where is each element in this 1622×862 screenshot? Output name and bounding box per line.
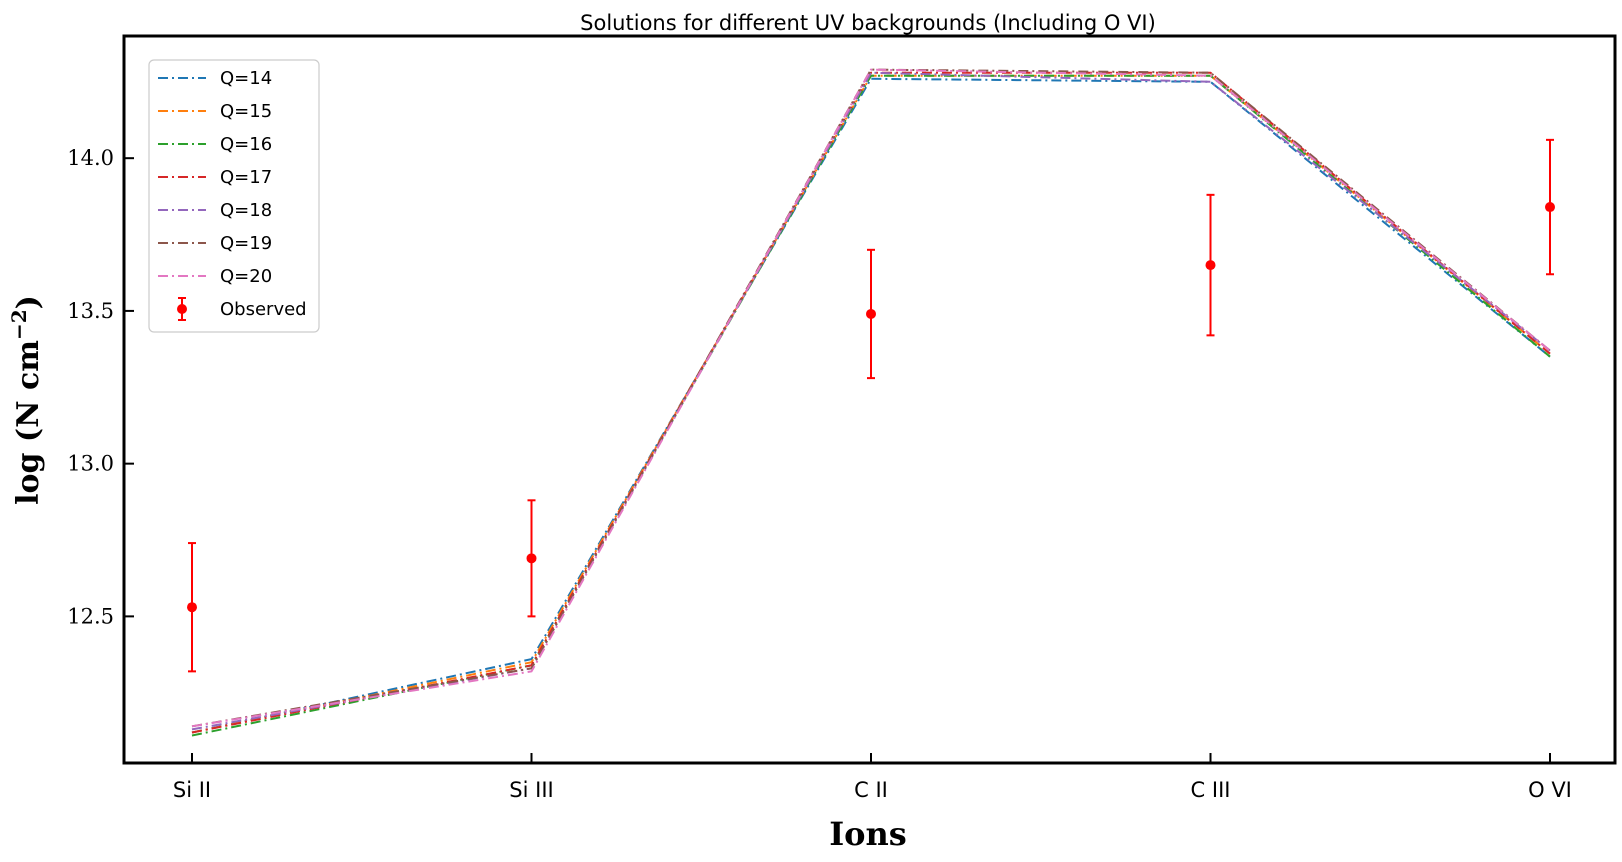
chart-title: Solutions for different UV backgrounds (… — [580, 11, 1156, 35]
observed-point-si-ii — [187, 602, 197, 613]
y-axis-label-close: ) — [11, 295, 46, 309]
legend-box — [148, 59, 320, 333]
observed-points — [187, 138, 1555, 673]
x-tick-label-c-iii: C III — [1191, 778, 1231, 802]
x-axis-label: Ions — [829, 815, 907, 853]
y-axis-label: log (N cm−2) — [7, 295, 46, 505]
observed-point-c-iii — [1205, 260, 1216, 271]
x-tick-label-si-iii: Si III — [509, 778, 553, 802]
observed-point-si-iii — [526, 553, 537, 564]
legend-label-observed: Observed — [220, 299, 307, 320]
y-tick-label-12-5: 12.5 — [67, 604, 114, 628]
legend: Q=14 Q=15 Q=16 Q=17 Q=18 Q=19 Q=20 Observed — [148, 59, 320, 333]
legend-label-q-14: Q=14 — [220, 68, 272, 89]
series-line-q-19 — [191, 68, 1551, 728]
series-line-q-20 — [191, 68, 1551, 728]
x-tick-label-o-vi: O VI — [1528, 778, 1572, 802]
observed-point-o-vi — [1545, 202, 1555, 213]
legend-label-q-17: Q=17 — [220, 167, 272, 188]
observed-point-c-ii — [866, 308, 876, 319]
y-tick-label-14-0: 14.0 — [67, 146, 114, 170]
y-axis: 12.5 13.0 13.5 14.0 — [67, 146, 134, 628]
legend-label-q-20: Q=20 — [220, 266, 272, 287]
legend-label-q-19: Q=19 — [220, 233, 272, 254]
x-axis: Si II Si III C II C III O VI — [173, 753, 1572, 802]
series-line-q-16 — [191, 74, 1551, 737]
legend-label-q-18: Q=18 — [220, 200, 272, 221]
legend-label-q-15: Q=15 — [220, 101, 272, 122]
x-tick-label-si-ii: Si II — [173, 778, 211, 802]
series-line-q-15 — [191, 74, 1551, 734]
legend-swatch-observed-point — [177, 304, 187, 314]
series-line-q-18 — [191, 71, 1551, 731]
series-lines — [191, 68, 1551, 737]
plot-frame — [122, 34, 1617, 765]
y-tick-label-13-0: 13.0 — [67, 452, 114, 476]
x-tick-label-c-ii: C II — [854, 778, 888, 802]
y-tick-label-13-5: 13.5 — [67, 299, 114, 323]
legend-label-q-16: Q=16 — [220, 134, 272, 155]
series-line-q-14 — [191, 77, 1551, 734]
y-axis-label-main: log (N cm — [11, 340, 46, 505]
series-line-q-17 — [191, 71, 1551, 734]
y-axis-label-superscript: −2 — [7, 309, 31, 340]
